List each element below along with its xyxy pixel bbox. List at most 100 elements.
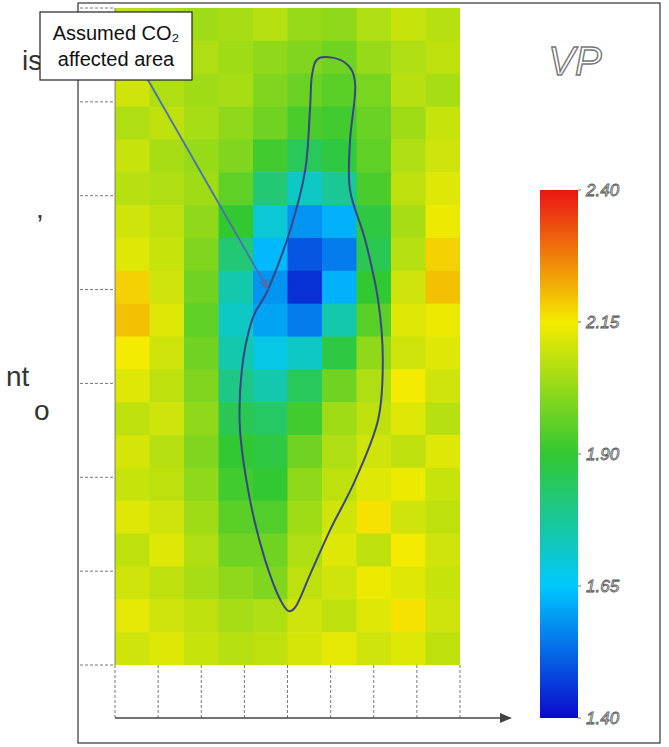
cell [426,337,461,370]
cell [219,107,254,140]
cell [184,337,219,370]
slide-text: nt [6,361,30,392]
colorbar-label: 1.90 [586,445,620,464]
cell [253,271,288,304]
cell [391,632,426,665]
cell [288,402,323,435]
cell [219,599,254,632]
cell [322,304,357,337]
cell [391,304,426,337]
cell [150,271,185,304]
cell [219,402,254,435]
cell [322,599,357,632]
x-tick [330,665,331,718]
affected-outline [239,57,382,611]
cell [150,172,185,205]
cell [253,337,288,370]
cell [322,501,357,534]
cell [391,41,426,74]
cell [219,566,254,599]
x-tick [115,665,116,718]
y-tick [80,477,115,478]
cell [391,74,426,107]
cell [150,337,185,370]
cell [357,599,392,632]
cell [391,107,426,140]
cell [184,402,219,435]
cell [253,8,288,41]
cell [115,337,150,370]
cell [115,468,150,501]
x-tick [460,665,461,718]
cell [391,468,426,501]
cell [426,304,461,337]
cell [184,107,219,140]
cell [322,337,357,370]
cell [115,435,150,468]
slide-text: , [36,193,44,224]
cell [322,402,357,435]
cell [253,41,288,74]
cell [391,8,426,41]
cell [219,435,254,468]
cell [288,304,323,337]
cell [219,337,254,370]
cell [115,107,150,140]
cell [426,501,461,534]
arrow-head [259,279,268,290]
cell [288,566,323,599]
cell [391,139,426,172]
cell [253,107,288,140]
axis-arrow [500,713,512,723]
cell [150,599,185,632]
cell [115,304,150,337]
x-tick [201,665,202,718]
cell [426,205,461,238]
annotation-text: affected area [58,48,175,70]
cell [391,337,426,370]
cell [288,74,323,107]
cell [288,172,323,205]
y-tick [80,571,115,572]
cell [184,501,219,534]
colorbar [540,190,578,718]
cell [288,632,323,665]
cell [253,402,288,435]
cell [184,369,219,402]
cell [253,435,288,468]
cell [426,402,461,435]
cell [391,271,426,304]
chart: is,nto2.402.151.901.651.40VPAssumed CO₂a… [0,0,669,747]
cell [253,468,288,501]
colorbar-label: 1.40 [586,709,620,728]
cell [253,205,288,238]
cell [426,271,461,304]
cell [184,632,219,665]
cell [426,41,461,74]
cell [357,566,392,599]
cell [150,205,185,238]
cell [115,501,150,534]
cell [357,304,392,337]
cell [219,139,254,172]
cell [115,632,150,665]
cell [426,599,461,632]
cell [357,534,392,567]
cell [115,402,150,435]
cell [426,238,461,271]
slide-text: is [22,45,42,76]
frame [78,3,660,743]
cell [426,369,461,402]
cell [150,435,185,468]
colorbar-tick [578,718,581,719]
cell [322,435,357,468]
cell [357,337,392,370]
cell [322,238,357,271]
colorbar-label: 2.15 [585,313,620,332]
cell [219,534,254,567]
cell [357,238,392,271]
cell [426,435,461,468]
cell [150,468,185,501]
cell [288,501,323,534]
cell [357,107,392,140]
